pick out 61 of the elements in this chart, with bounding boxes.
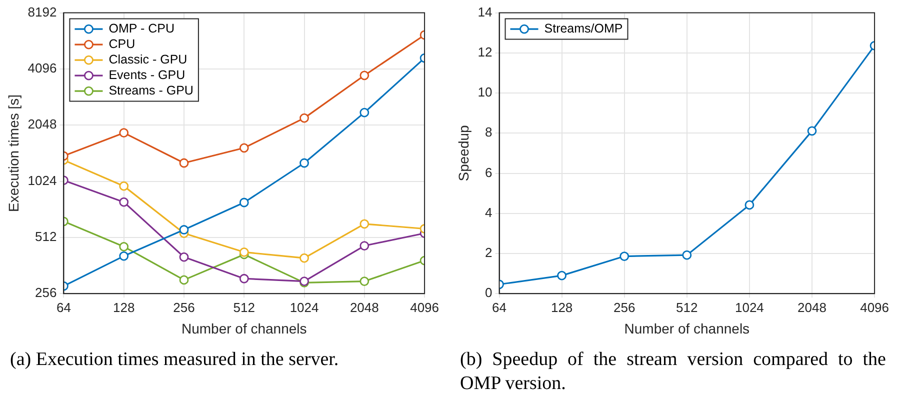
x-tick-label: 256 (614, 300, 636, 315)
point (744, 200, 754, 210)
point (179, 225, 189, 234)
y-tick-label: 4096 (28, 60, 57, 76)
y-tick-label: 512 (35, 229, 57, 244)
y-tick-label: 4 (485, 204, 492, 220)
point (682, 250, 692, 260)
text: (a) Execution times measured in the server. (9, 348, 340, 372)
point (620, 252, 630, 261)
legend-label: Streams - GPU (108, 84, 194, 98)
y-axis-title: Speedup (455, 124, 472, 182)
x-tick-label: 4096 (860, 300, 889, 315)
y-tick-label: 10 (478, 84, 492, 100)
point (119, 251, 129, 261)
point (179, 252, 189, 262)
x-tick-label: 128 (113, 300, 135, 315)
x-tick-label: 128 (550, 300, 573, 315)
y-tick-label: 256 (35, 285, 57, 300)
point (179, 158, 189, 168)
legend-label: OMP - CPU (108, 22, 174, 36)
y-tick-label: 8 (485, 124, 492, 140)
text: (b) Speedup of the stream version compared to the OMP version. (459, 348, 887, 396)
x-tick-label: 1024 (734, 300, 764, 315)
point (300, 253, 309, 263)
x-tick-label: 64 (56, 300, 71, 315)
x-tick-label: 512 (233, 300, 255, 315)
x-tick-label: 4096 (410, 300, 439, 315)
point (807, 126, 817, 136)
point (119, 197, 129, 207)
point (119, 242, 129, 252)
y-tick-label: 14 (478, 4, 492, 20)
x-tick-label: 2048 (798, 300, 826, 315)
x-tick-label: 256 (173, 300, 195, 315)
y-axis-title: Execution times [s] (5, 94, 22, 212)
y-tick-label: 1024 (28, 172, 57, 188)
x-tick-label: 1024 (290, 300, 319, 315)
x-tick-label: 2048 (350, 300, 379, 315)
y-tick-label: 2 (485, 245, 492, 260)
x-axis-title: Number of channels (624, 320, 750, 336)
point (300, 113, 309, 123)
point (239, 143, 249, 153)
y-tick-label: 6 (485, 164, 492, 180)
point (239, 198, 249, 208)
point (119, 128, 129, 138)
y-tick-label: 8192 (28, 4, 57, 20)
y-tick-label: 12 (478, 44, 492, 60)
x-tick-label: 512 (676, 300, 698, 315)
legend-label: CPU (108, 37, 136, 52)
y-tick-label: 2048 (28, 116, 57, 132)
point (557, 270, 567, 280)
point (300, 158, 309, 168)
x-axis-title: Number of channels (181, 320, 307, 336)
legend-label: Streams/OMP (544, 22, 623, 36)
legend-label: Events - GPU (108, 68, 186, 82)
point (239, 247, 249, 257)
legend-label: Classic - GPU (108, 52, 188, 67)
y-tick-label: 0 (485, 285, 492, 300)
x-tick-label: 64 (492, 300, 506, 315)
point (239, 274, 249, 284)
point (119, 181, 129, 191)
point (179, 275, 189, 285)
